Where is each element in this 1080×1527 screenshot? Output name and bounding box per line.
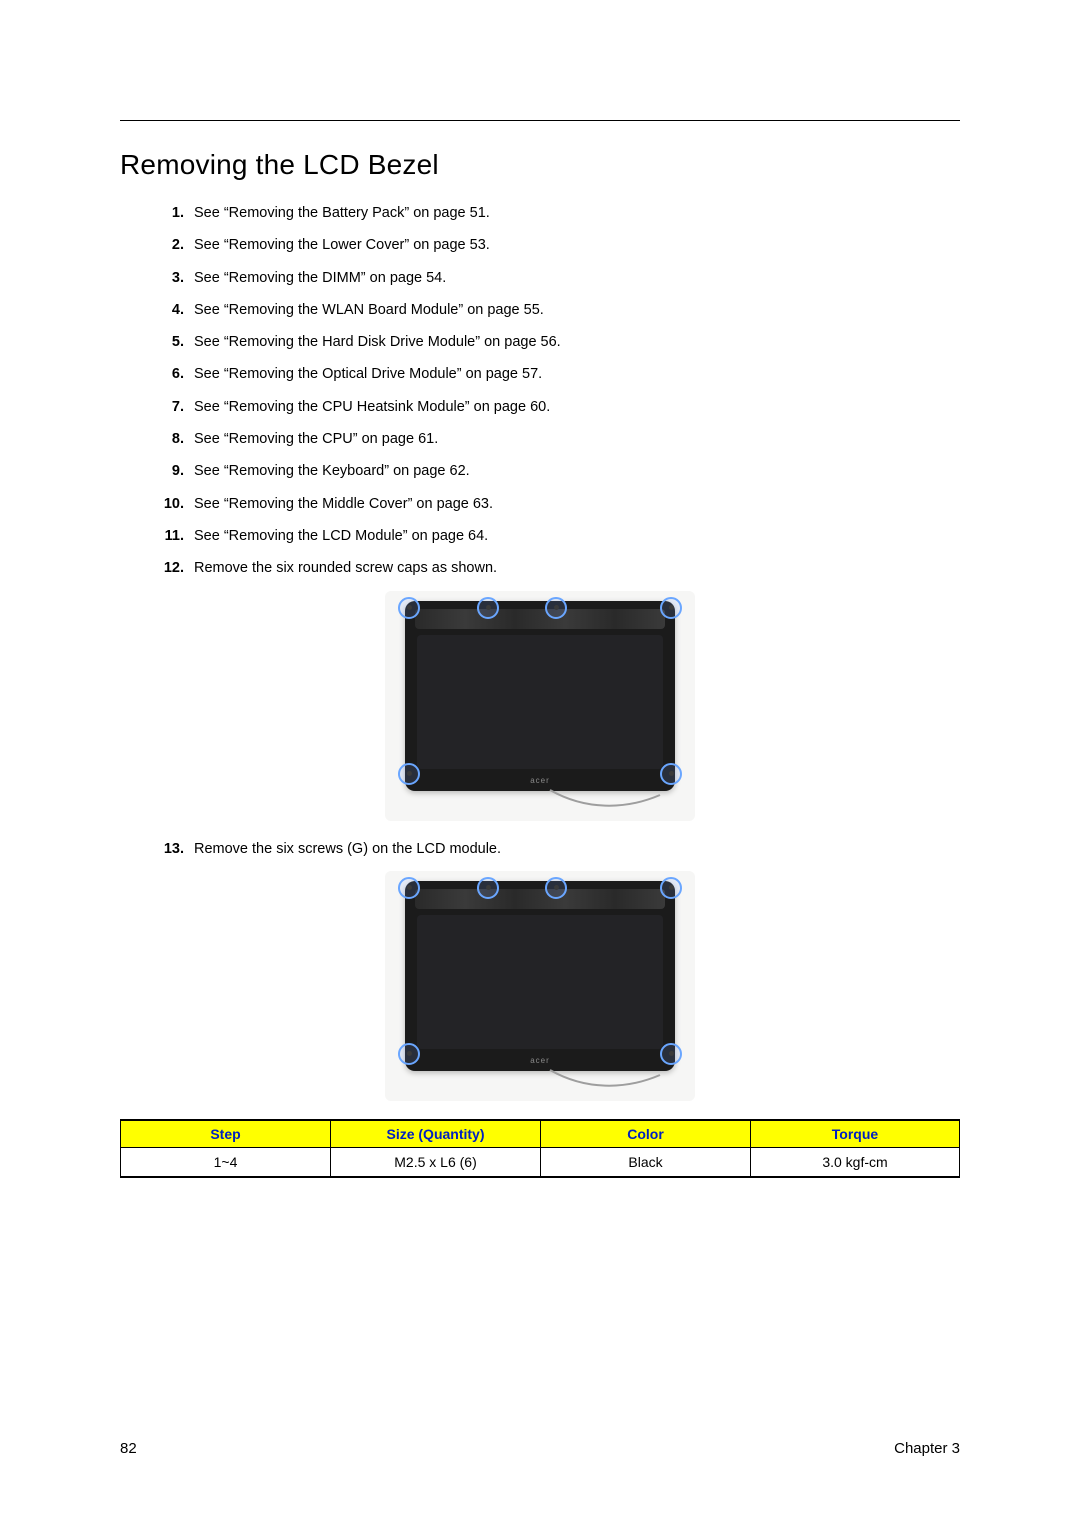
lcd-bezel: acer — [405, 601, 675, 791]
step-text: See “Removing the DIMM” on page 54. — [194, 268, 960, 288]
col-torque: Torque — [750, 1119, 960, 1148]
step-text: See “Removing the Lower Cover” on page 5… — [194, 235, 960, 255]
cell-size: M2.5 x L6 (6) — [330, 1148, 540, 1178]
screw-marker-icon — [398, 597, 420, 619]
figure-lcd-screw-caps: acer — [385, 591, 695, 821]
lcd-cable — [545, 785, 665, 815]
lcd-screen — [417, 915, 663, 1049]
step-text: See “Removing the LCD Module” on page 64… — [194, 526, 960, 546]
section-title: Removing the LCD Bezel — [120, 149, 960, 181]
screw-marker-icon — [660, 763, 682, 785]
step-item: 9. See “Removing the Keyboard” on page 62… — [160, 461, 960, 481]
step-number: 3. — [160, 268, 184, 288]
step-number: 4. — [160, 300, 184, 320]
step-number: 1. — [160, 203, 184, 223]
screw-marker-icon — [398, 877, 420, 899]
screw-marker-icon — [660, 877, 682, 899]
step-text: See “Removing the CPU Heatsink Module” o… — [194, 397, 960, 417]
step-text: See “Removing the Keyboard” on page 62. — [194, 461, 960, 481]
step-item: 3. See “Removing the DIMM” on page 54. — [160, 268, 960, 288]
step-item: 4. See “Removing the WLAN Board Module” o… — [160, 300, 960, 320]
step-item: 8. See “Removing the CPU” on page 61. — [160, 429, 960, 449]
step-text: See “Removing the WLAN Board Module” on … — [194, 300, 960, 320]
table-header-row: Step Size (Quantity) Color Torque — [120, 1119, 960, 1148]
step-list-cont: 13. Remove the six screws (G) on the LCD … — [120, 839, 960, 859]
screw-marker-icon — [398, 1043, 420, 1065]
step-number: 8. — [160, 429, 184, 449]
screw-marker-icon — [660, 1043, 682, 1065]
step-number: 13. — [160, 839, 184, 859]
lcd-topbar — [415, 609, 665, 629]
screw-marker-icon — [545, 877, 567, 899]
step-text: See “Removing the Optical Drive Module” … — [194, 364, 960, 384]
step-text: See “Removing the Middle Cover” on page … — [194, 494, 960, 514]
cell-torque: 3.0 kgf-cm — [750, 1148, 960, 1178]
figure-1-wrap: acer — [120, 591, 960, 821]
step-text: See “Removing the CPU” on page 61. — [194, 429, 960, 449]
step-item: 7. See “Removing the CPU Heatsink Module”… — [160, 397, 960, 417]
step-text: See “Removing the Battery Pack” on page … — [194, 203, 960, 223]
figure-lcd-screws: acer — [385, 871, 695, 1101]
cell-color: Black — [540, 1148, 750, 1178]
step-item: 5. See “Removing the Hard Disk Drive Modu… — [160, 332, 960, 352]
page-footer: 82 Chapter 3 — [120, 1440, 960, 1457]
col-color: Color — [540, 1119, 750, 1148]
screw-marker-icon — [477, 597, 499, 619]
cell-step: 1~4 — [120, 1148, 330, 1178]
step-item: 1. See “Removing the Battery Pack” on pag… — [160, 203, 960, 223]
lcd-cable — [545, 1065, 665, 1095]
figure-2-wrap: acer — [120, 871, 960, 1101]
page: Removing the LCD Bezel 1. See “Removing t… — [0, 0, 1080, 1527]
step-item: 6. See “Removing the Optical Drive Module… — [160, 364, 960, 384]
lcd-bezel: acer — [405, 881, 675, 1071]
screw-marker-icon — [660, 597, 682, 619]
lcd-brand: acer — [405, 1056, 675, 1065]
screw-marker-icon — [545, 597, 567, 619]
step-number: 9. — [160, 461, 184, 481]
lcd-brand: acer — [405, 776, 675, 785]
step-list: 1. See “Removing the Battery Pack” on pag… — [120, 203, 960, 579]
table-row: 1~4 M2.5 x L6 (6) Black 3.0 kgf-cm — [120, 1148, 960, 1178]
step-number: 2. — [160, 235, 184, 255]
step-item: 11. See “Removing the LCD Module” on page… — [160, 526, 960, 546]
page-number: 82 — [120, 1440, 137, 1457]
col-step: Step — [120, 1119, 330, 1148]
step-text: See “Removing the Hard Disk Drive Module… — [194, 332, 960, 352]
step-item: 10. See “Removing the Middle Cover” on pa… — [160, 494, 960, 514]
step-text: Remove the six rounded screw caps as sho… — [194, 558, 960, 578]
step-item: 13. Remove the six screws (G) on the LCD … — [160, 839, 960, 859]
lcd-topbar — [415, 889, 665, 909]
step-number: 12. — [160, 558, 184, 578]
step-number: 11. — [160, 526, 184, 546]
step-text: Remove the six screws (G) on the LCD mod… — [194, 839, 960, 859]
step-number: 5. — [160, 332, 184, 352]
screw-marker-icon — [477, 877, 499, 899]
lcd-screen — [417, 635, 663, 769]
col-size: Size (Quantity) — [330, 1119, 540, 1148]
screw-marker-icon — [398, 763, 420, 785]
top-rule — [120, 120, 960, 121]
step-number: 7. — [160, 397, 184, 417]
step-number: 10. — [160, 494, 184, 514]
screw-table: Step Size (Quantity) Color Torque 1~4 M2… — [120, 1119, 960, 1178]
step-item: 2. See “Removing the Lower Cover” on page… — [160, 235, 960, 255]
step-number: 6. — [160, 364, 184, 384]
chapter-label: Chapter 3 — [894, 1440, 960, 1457]
step-item: 12. Remove the six rounded screw caps as … — [160, 558, 960, 578]
